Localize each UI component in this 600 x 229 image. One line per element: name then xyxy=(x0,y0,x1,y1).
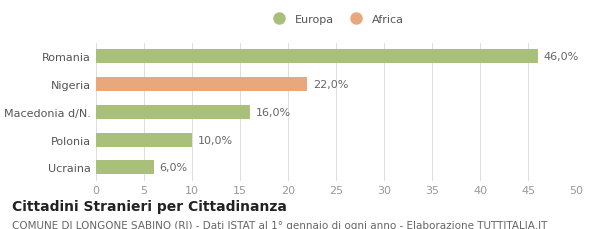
Text: 46,0%: 46,0% xyxy=(544,52,578,62)
Text: 16,0%: 16,0% xyxy=(256,107,290,117)
Bar xyxy=(96,161,154,175)
Text: 22,0%: 22,0% xyxy=(313,79,349,90)
Bar xyxy=(96,133,192,147)
Text: 10,0%: 10,0% xyxy=(198,135,233,145)
Legend: Europa, Africa: Europa, Africa xyxy=(264,11,408,29)
Bar xyxy=(96,105,250,119)
Text: Cittadini Stranieri per Cittadinanza: Cittadini Stranieri per Cittadinanza xyxy=(12,199,287,213)
Bar xyxy=(96,77,307,91)
Bar xyxy=(96,50,538,64)
Text: 6,0%: 6,0% xyxy=(160,163,187,173)
Text: COMUNE DI LONGONE SABINO (RI) - Dati ISTAT al 1° gennaio di ogni anno - Elaboraz: COMUNE DI LONGONE SABINO (RI) - Dati IST… xyxy=(12,220,547,229)
